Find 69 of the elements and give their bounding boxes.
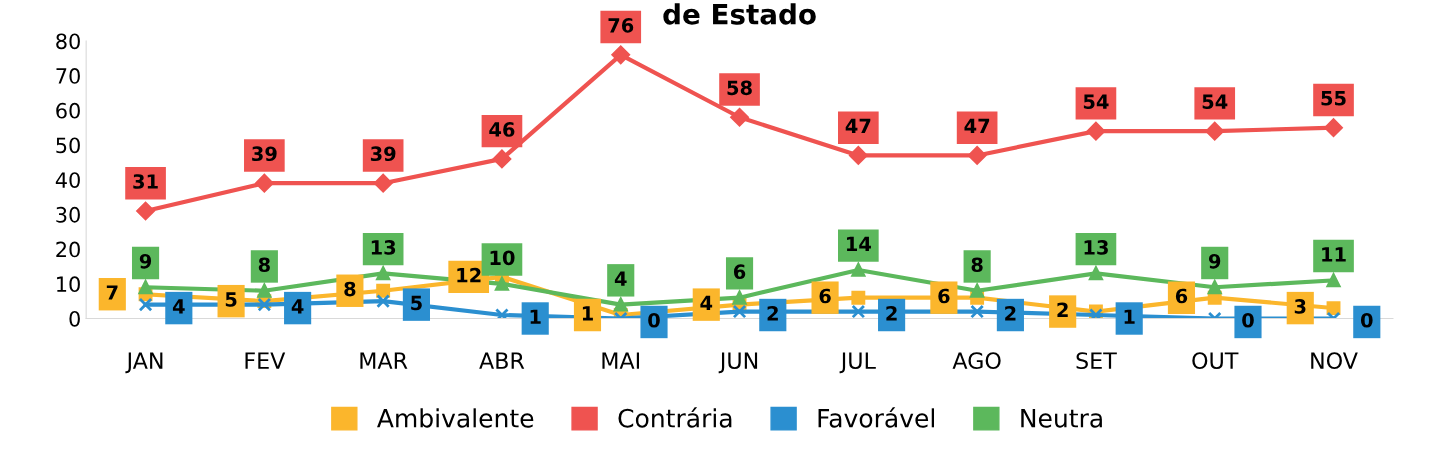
legend-label: Favorável	[818, 407, 934, 428]
data-label: 13	[1084, 240, 1108, 255]
x-tick-label: ABR	[479, 352, 525, 369]
legend-label: Contrária	[618, 407, 732, 428]
data-label: 58	[727, 80, 752, 96]
data-label: 76	[608, 18, 634, 33]
x-tick-label: AGO	[952, 352, 1001, 370]
y-tick-label: 10	[57, 276, 80, 293]
data-label: 6	[733, 264, 746, 280]
y-tick-label: 50	[56, 137, 80, 154]
x-tick-label: NOV	[1311, 352, 1358, 370]
data-label: 12	[457, 267, 481, 283]
x-tick-label: MAR	[360, 352, 408, 369]
y-tick-label: 40	[55, 172, 80, 188]
data-label: 11	[1322, 247, 1346, 262]
data-label: 54	[1083, 94, 1109, 110]
data-label: 1	[1124, 309, 1135, 324]
data-label: 5	[411, 295, 422, 311]
data-label: 46	[489, 122, 515, 137]
legend-label: Ambivalente	[377, 408, 534, 428]
data-label: 9	[139, 253, 152, 269]
data-label: 4	[700, 295, 713, 310]
x-tick-label: JUN	[718, 352, 758, 374]
data-label: 2	[886, 305, 897, 321]
data-label: 0	[1242, 312, 1254, 328]
data-label: 1	[530, 309, 541, 324]
data-label: 0	[1360, 312, 1373, 328]
data-label: 55	[1321, 91, 1346, 106]
chart-title: de Estado	[663, 3, 816, 25]
data-label: 39	[252, 146, 277, 162]
data-label: 4	[614, 271, 627, 286]
data-label: 9	[1208, 253, 1221, 269]
data-label: 4	[172, 299, 185, 314]
data-label: 0	[648, 312, 660, 328]
data-label: 13	[371, 240, 396, 255]
x-tick-label: JUL	[839, 352, 876, 374]
data-label: 7	[106, 285, 118, 300]
data-label: 6	[938, 288, 950, 304]
data-label: 6	[1175, 288, 1188, 304]
data-label: 39	[370, 146, 396, 162]
legend-label: Neutra	[1021, 409, 1102, 428]
data-label: 1	[582, 306, 593, 321]
x-tick-label: MAI	[602, 352, 640, 369]
data-label: 8	[344, 281, 356, 297]
x-tick-label: SET	[1076, 352, 1117, 370]
data-label: 10	[490, 250, 515, 266]
x-tick-label: OUT	[1192, 352, 1239, 370]
data-label: 5	[225, 292, 237, 307]
y-tick-label: 30	[56, 206, 80, 223]
data-label: 47	[964, 118, 990, 134]
data-label: 3	[1294, 299, 1306, 314]
data-label: 6	[819, 288, 831, 304]
y-tick-label: 60	[56, 102, 80, 119]
y-tick-label: 80	[56, 33, 80, 50]
data-label: 8	[258, 257, 270, 273]
x-tick-label: FEV	[245, 352, 286, 369]
data-label: 2	[767, 305, 778, 321]
y-tick-label: 70	[56, 68, 80, 84]
data-label: 2	[1005, 305, 1016, 321]
data-label: 8	[971, 257, 983, 273]
data-label: 14	[847, 236, 871, 252]
y-tick-label: 0	[69, 310, 80, 327]
data-label: 54	[1202, 94, 1228, 110]
data-label: 2	[1057, 302, 1068, 317]
data-label: 31	[133, 174, 158, 189]
data-label: 4	[291, 299, 304, 314]
data-label: 47	[845, 118, 871, 134]
y-tick-label: 20	[56, 241, 80, 258]
x-tick-label: JAN	[125, 352, 163, 374]
